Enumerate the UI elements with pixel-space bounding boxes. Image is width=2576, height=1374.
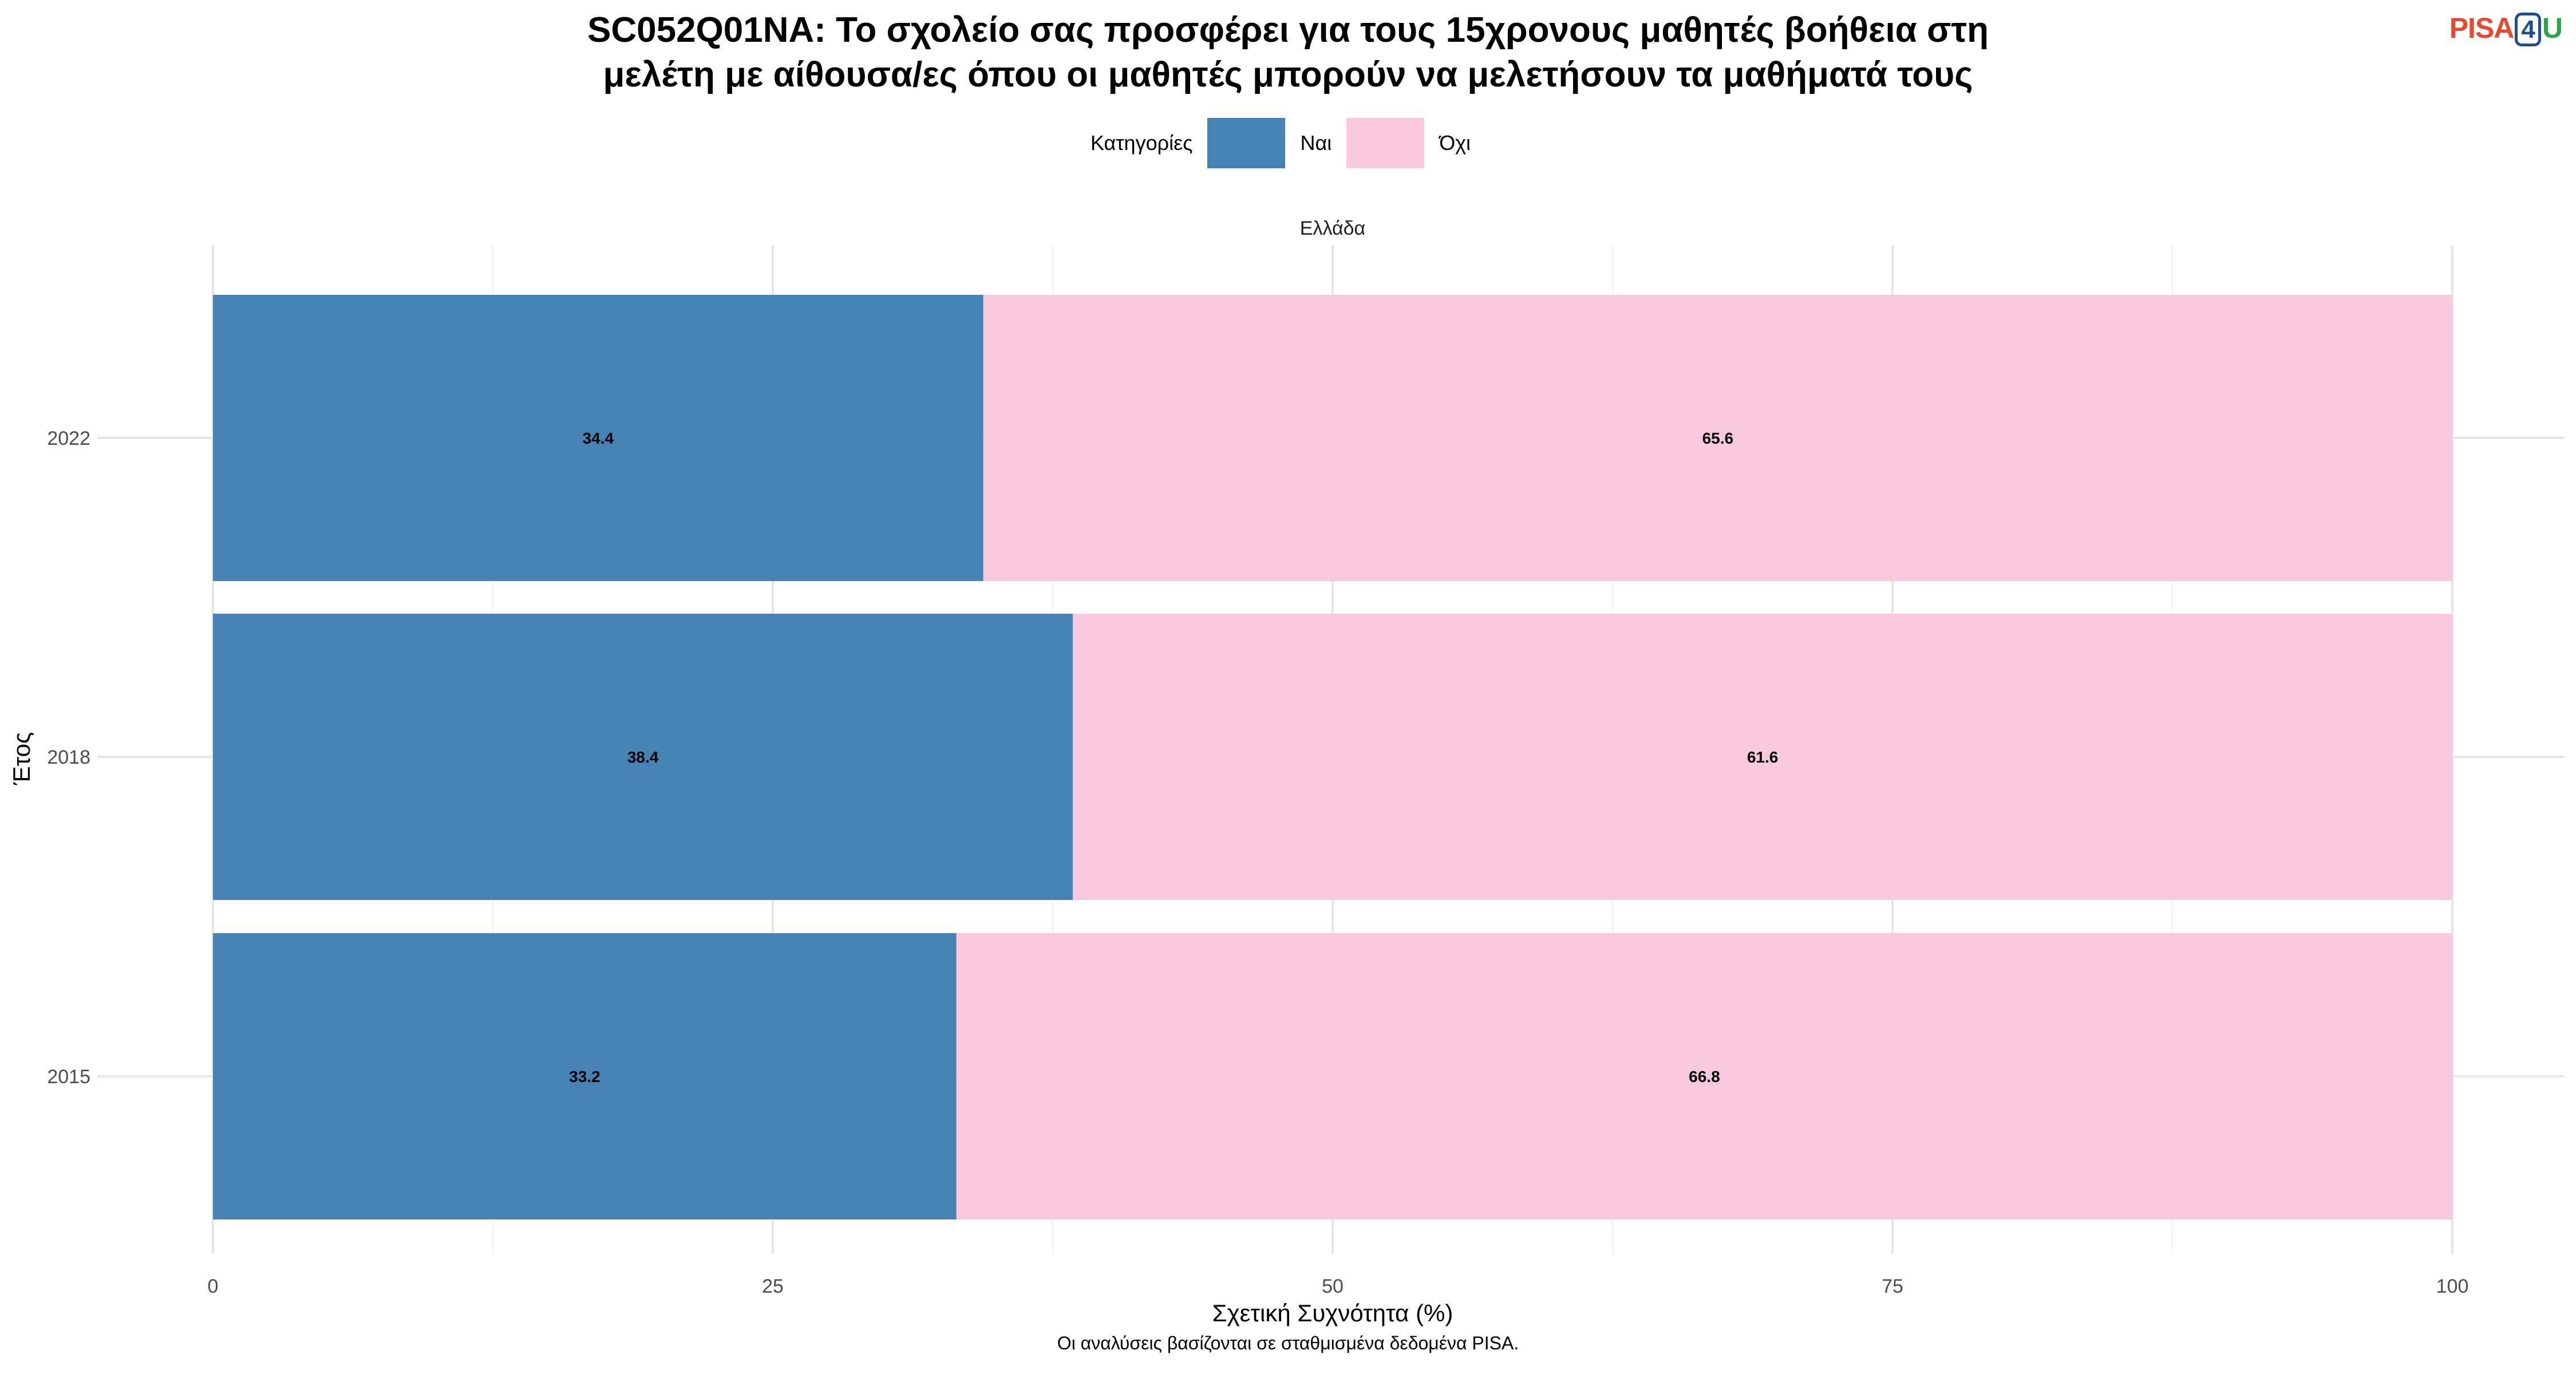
- y-tick-label-2022: 2022: [47, 428, 90, 449]
- legend-label-yes: Ναι: [1300, 131, 1332, 155]
- y-axis-ticks: 2022 2018 2015: [47, 428, 90, 1088]
- x-axis-label: Σχετική Συχνότητα (%): [1212, 1300, 1453, 1326]
- pisa4u-logo: PISA 4 U: [2449, 11, 2563, 46]
- logo-text-4: 4: [2515, 13, 2541, 46]
- x-axis-ticks: 0 25 50 75 100: [208, 1276, 2469, 1297]
- legend-key-yes: [1207, 118, 1286, 168]
- data-label-2022-no: 65.6: [1702, 429, 1734, 447]
- data-label-2018-no: 61.6: [1747, 748, 1779, 766]
- bar-2015-no: [956, 933, 2452, 1219]
- x-tick-label-100: 100: [2436, 1276, 2469, 1297]
- x-tick-label-75: 75: [1882, 1276, 1903, 1297]
- footnote: Οι αναλύσεις βασίζονται σε σταθμισμένα δ…: [1057, 1333, 1519, 1353]
- bar-2018-yes: [213, 614, 1073, 900]
- bar-2022-no: [983, 295, 2452, 581]
- facet-label: Ελλάδα: [1300, 218, 1365, 239]
- x-tick-label-0: 0: [208, 1276, 219, 1297]
- chart-title: SC052Q01NA: Το σχολείο σας προσφέρει για…: [0, 8, 2576, 97]
- data-label-2015-yes: 33.2: [569, 1068, 600, 1085]
- data-label-2015-no: 66.8: [1689, 1068, 1720, 1085]
- y-tick-label-2015: 2015: [47, 1066, 90, 1088]
- legend-title: Κατηγορίες: [1090, 131, 1193, 155]
- chart-title-line-1: SC052Q01NA: Το σχολείο σας προσφέρει για…: [587, 10, 1989, 50]
- legend-item-no: Όχι: [1346, 118, 1471, 168]
- chart-title-line-2: μελέτη με αίθουσα/ες όπου οι μαθητές μπο…: [603, 55, 1973, 94]
- x-tick-label-50: 50: [1322, 1276, 1344, 1297]
- bar-2022-yes: [213, 295, 983, 581]
- data-label-2018-yes: 38.4: [627, 748, 659, 766]
- y-axis-label: Έτος: [8, 732, 35, 786]
- bars: [213, 295, 2452, 1219]
- data-label-2022-yes: 34.4: [583, 429, 614, 447]
- bar-2018-no: [1073, 614, 2452, 900]
- x-tick-label-25: 25: [762, 1276, 784, 1297]
- data-labels: 34.4 65.6 38.4 61.6 33.2 66.8: [569, 429, 1778, 1085]
- logo-text-u: U: [2542, 12, 2563, 44]
- y-tick-label-2018: 2018: [47, 747, 90, 768]
- legend-key-no: [1346, 118, 1425, 168]
- legend-item-yes: Ναι: [1207, 118, 1332, 168]
- legend-label-no: Όχι: [1439, 131, 1471, 155]
- legend: Κατηγορίες Ναι Όχι: [0, 118, 2576, 168]
- logo-text-pisa: PISA: [2449, 12, 2515, 44]
- bar-2015-yes: [213, 933, 957, 1219]
